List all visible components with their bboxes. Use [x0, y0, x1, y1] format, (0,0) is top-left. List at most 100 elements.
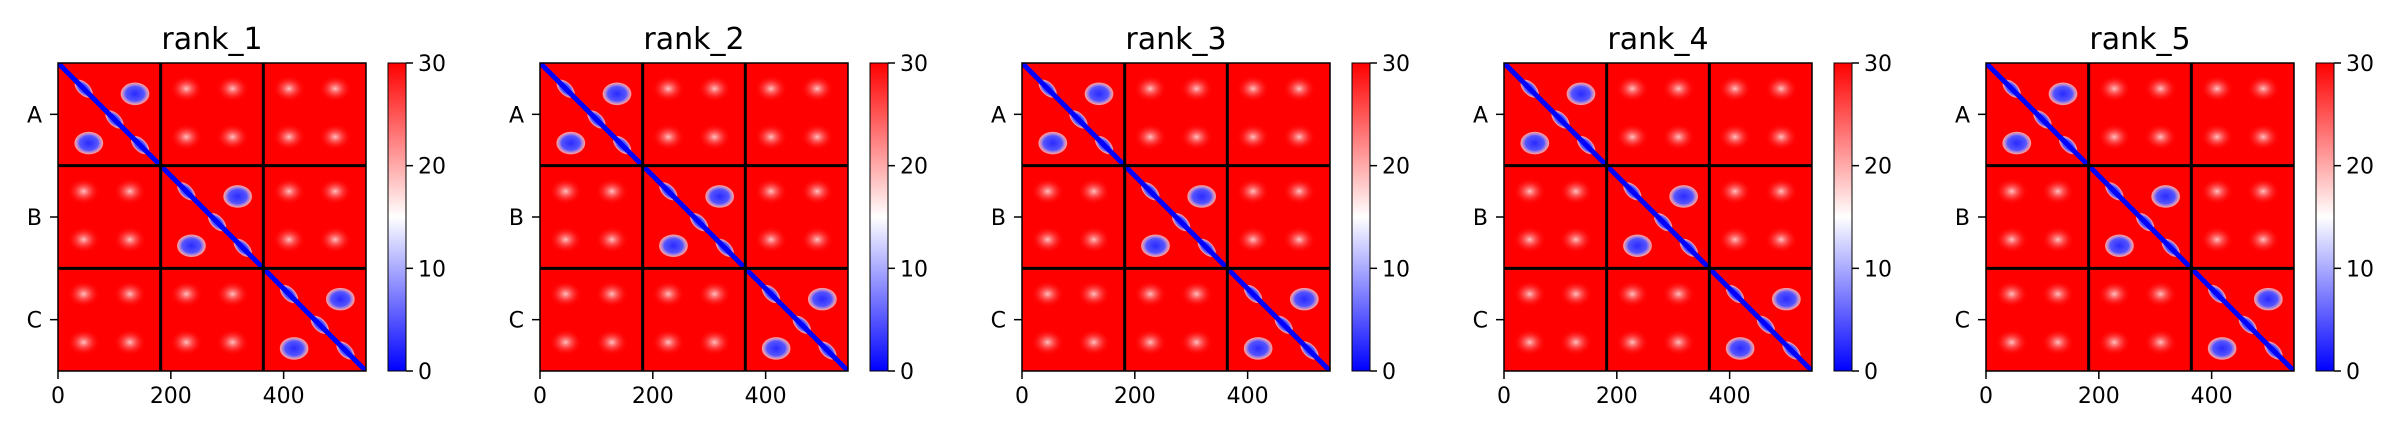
x-tick-label: 200	[150, 384, 192, 409]
low-confidence-patch	[2200, 123, 2234, 151]
y-tick-label: B	[509, 206, 524, 231]
panel-rank_2: rank_2 0 200 400 A B C 0 10 20 30	[509, 22, 928, 409]
heatmap	[58, 63, 366, 371]
low-confidence-patch	[1031, 328, 1065, 356]
low-confidence-patch	[800, 226, 834, 253]
low-confidence-patch	[1559, 177, 1593, 205]
low-confidence-patch	[1615, 328, 1649, 356]
low-confidence-patch	[1718, 177, 1752, 205]
contact-blob	[2002, 131, 2032, 155]
low-confidence-patch	[1031, 226, 1065, 253]
colorbar-tick-label: 0	[2346, 360, 2360, 385]
contact-blob	[120, 82, 150, 106]
low-confidence-patch	[1180, 328, 1213, 356]
low-confidence-patch	[698, 75, 731, 103]
low-confidence-patch	[2144, 328, 2177, 356]
colorbar-tick-label: 30	[2346, 52, 2374, 77]
contact-blob	[2207, 337, 2237, 360]
low-confidence-patch	[1513, 177, 1547, 205]
low-confidence-patch	[272, 226, 306, 253]
low-confidence-patch	[67, 177, 101, 205]
low-confidence-patch	[1077, 177, 1111, 205]
colorbar-tick-label: 20	[900, 155, 928, 180]
low-confidence-patch	[1662, 75, 1695, 103]
low-confidence-patch	[1662, 328, 1695, 356]
contact-blob	[223, 185, 253, 208]
low-confidence-patch	[2144, 280, 2177, 308]
low-confidence-patch	[169, 75, 203, 103]
low-confidence-patch	[67, 226, 101, 253]
low-confidence-patch	[113, 280, 147, 308]
contact-blob	[74, 131, 104, 155]
low-confidence-patch	[1180, 123, 1213, 151]
low-confidence-patch	[651, 75, 685, 103]
low-confidence-patch	[1031, 177, 1065, 205]
contact-blob	[1038, 131, 1068, 155]
low-confidence-patch	[1995, 226, 2029, 253]
low-confidence-patch	[169, 328, 203, 356]
low-confidence-patch	[1995, 177, 2029, 205]
low-confidence-patch	[1077, 280, 1111, 308]
x-tick-label: 400	[1227, 384, 1269, 409]
low-confidence-patch	[651, 328, 685, 356]
low-confidence-patch	[2246, 123, 2280, 151]
diagonal-band	[261, 266, 366, 371]
y-tick-label: C	[27, 309, 42, 334]
low-confidence-patch	[2041, 177, 2075, 205]
low-confidence-patch	[1282, 226, 1316, 253]
low-confidence-patch	[1718, 123, 1752, 151]
contact-blob	[1566, 82, 1596, 106]
x-tick-label: 200	[632, 384, 674, 409]
colorbar-tick-label: 20	[2346, 155, 2374, 180]
contact-blob	[659, 234, 688, 258]
low-confidence-patch	[651, 280, 685, 308]
low-confidence-patch	[318, 226, 352, 253]
low-confidence-patch	[2144, 75, 2177, 103]
contact-blob	[1669, 185, 1699, 208]
contact-blob	[761, 337, 791, 360]
low-confidence-patch	[2097, 328, 2131, 356]
contact-blob	[325, 287, 355, 311]
low-confidence-patch	[1662, 123, 1695, 151]
x-tick-label: 200	[1114, 384, 1156, 409]
low-confidence-patch	[1077, 226, 1111, 253]
low-confidence-patch	[800, 75, 834, 103]
low-confidence-patch	[113, 226, 147, 253]
panel-rank_4: rank_4 0 200 400 A B C 0 10 20 30	[1473, 22, 1892, 409]
x-tick-label: 400	[745, 384, 787, 409]
diagonal-band	[540, 63, 645, 168]
low-confidence-patch	[2041, 226, 2075, 253]
contact-blob	[2151, 185, 2181, 208]
heatmap	[1986, 63, 2294, 371]
diagonal-band	[1604, 163, 1712, 271]
colorbar-tick-label: 0	[1382, 360, 1396, 385]
low-confidence-patch	[1282, 123, 1316, 151]
colorbar-tick-label: 20	[1382, 155, 1410, 180]
contact-blob	[1243, 337, 1273, 360]
low-confidence-patch	[1513, 328, 1547, 356]
panel-title: rank_1	[161, 22, 262, 57]
contact-blob	[1623, 234, 1652, 258]
low-confidence-patch	[549, 226, 583, 253]
low-confidence-patch	[216, 280, 249, 308]
colorbar-tick-label: 0	[418, 360, 432, 385]
low-confidence-patch	[2041, 280, 2075, 308]
low-confidence-patch	[2097, 123, 2131, 151]
low-confidence-patch	[1133, 75, 1167, 103]
y-tick-label: C	[509, 309, 524, 334]
low-confidence-patch	[1995, 328, 2029, 356]
low-confidence-patch	[651, 123, 685, 151]
low-confidence-patch	[216, 123, 249, 151]
colorbar-gradient	[2315, 62, 2335, 372]
low-confidence-patch	[1513, 226, 1547, 253]
diagonal-band	[2189, 266, 2294, 371]
colorbar-tick-label: 0	[1864, 360, 1878, 385]
contact-blob	[2105, 234, 2134, 258]
low-confidence-patch	[2200, 75, 2234, 103]
x-tick-label: 400	[1709, 384, 1751, 409]
low-confidence-patch	[2246, 177, 2280, 205]
diagonal-band	[1504, 63, 1609, 168]
contact-blob	[1187, 185, 1217, 208]
contact-blob	[279, 337, 309, 360]
low-confidence-patch	[698, 123, 731, 151]
